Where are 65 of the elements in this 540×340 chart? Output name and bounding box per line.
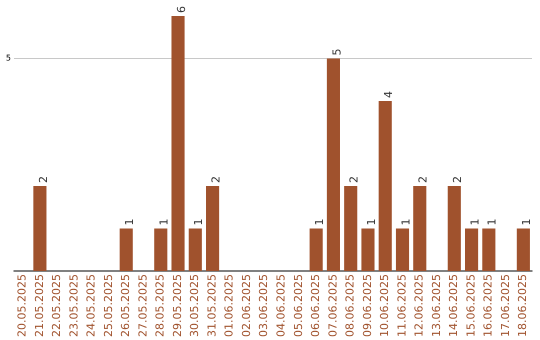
bar (206, 186, 220, 272)
data-label: 1 (364, 218, 378, 226)
data-label: 2 (416, 176, 430, 184)
bar (310, 228, 323, 272)
x-tick-label: 05.06.2025 (292, 274, 305, 338)
bar (33, 186, 46, 272)
bar (120, 228, 133, 272)
x-tick-label: 27.05.2025 (136, 274, 150, 338)
bar (188, 228, 202, 272)
x-tick-label: 07.06.2025 (326, 274, 340, 338)
data-label: 6 (174, 6, 188, 13)
x-tick-label: 28.05.2025 (154, 274, 167, 338)
x-tick-label: 13.06.2025 (430, 274, 443, 338)
data-label: 2 (209, 176, 222, 184)
bar (396, 228, 410, 272)
x-tick-label: 04.06.2025 (274, 274, 288, 338)
bar (378, 101, 392, 272)
x-tick-label: 14.06.2025 (447, 274, 460, 338)
x-tick-label: 01.06.2025 (222, 274, 236, 338)
bar (413, 186, 426, 272)
data-label: 2 (36, 176, 50, 184)
bar (465, 228, 478, 272)
x-tick-label: 24.05.2025 (84, 274, 98, 338)
x-tick-label: 12.06.2025 (412, 274, 426, 338)
x-tick-label: 09.06.2025 (360, 274, 374, 338)
x-tick-label: 11.06.2025 (395, 274, 408, 338)
x-tick-label: 29.05.2025 (170, 274, 184, 338)
bar (361, 228, 375, 272)
x-tick-label: 18.06.2025 (516, 274, 530, 338)
x-tick-label: 15.06.2025 (464, 274, 478, 338)
data-label: 5 (330, 48, 344, 56)
bar (448, 186, 461, 272)
data-label: 4 (382, 91, 396, 98)
x-tick-label: 26.05.2025 (119, 274, 132, 338)
x-tick-label: 16.06.2025 (482, 274, 495, 338)
bar (154, 228, 168, 272)
x-tick-label: 31.05.2025 (205, 274, 218, 338)
x-tick-label: 02.06.2025 (240, 274, 253, 338)
data-label: 2 (348, 176, 361, 184)
data-label: 1 (158, 218, 171, 226)
bar (344, 186, 358, 272)
bar (516, 228, 530, 272)
data-label: 1 (313, 218, 326, 226)
data-label: 2 (451, 176, 464, 184)
ref-line-label: 5 (6, 54, 11, 63)
x-tick-label: 23.05.2025 (67, 274, 80, 338)
bar (171, 16, 185, 272)
data-label: 1 (399, 218, 412, 226)
x-tick-label: 17.06.2025 (498, 274, 512, 338)
x-tick-label: 08.06.2025 (344, 274, 357, 338)
data-label: 1 (486, 218, 499, 226)
x-tick-label: 03.06.2025 (257, 274, 270, 338)
x-tick-label: 22.05.2025 (50, 274, 64, 338)
x-tick-label: 20.05.2025 (15, 274, 28, 338)
x-tick-label: 30.05.2025 (188, 274, 202, 338)
data-label: 1 (192, 218, 206, 226)
bar (482, 228, 496, 272)
data-label: 1 (520, 218, 534, 226)
x-tick-label: 10.06.2025 (378, 274, 392, 338)
bar (326, 58, 340, 272)
x-tick-label: 25.05.2025 (102, 274, 115, 338)
data-label: 1 (123, 218, 136, 226)
x-tick-label: 06.06.2025 (309, 274, 322, 338)
data-label: 1 (468, 218, 482, 226)
x-tick-label: 21.05.2025 (32, 274, 46, 338)
